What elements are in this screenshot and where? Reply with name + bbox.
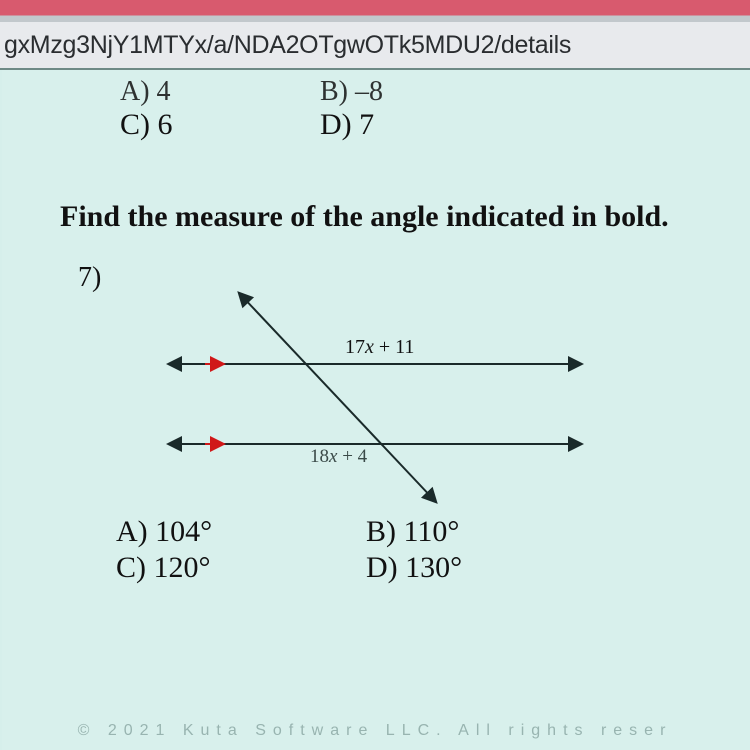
previous-question-choices: A) 4 B) –8 C) 6 D) 7 — [10, 76, 740, 142]
prev-choice-d: D) 7 — [320, 108, 400, 142]
choice-a[interactable]: A) 104° — [116, 515, 236, 549]
choice-b[interactable]: B) 110° — [366, 515, 486, 549]
copyright-footer: © 2021 Kuta Software LLC. All rights res… — [0, 722, 750, 740]
top-angle-expression: 17x + 11 — [345, 336, 414, 359]
angle-diagram: 17x + 11 18x + 4 — [160, 286, 600, 511]
answer-choices: A) 104° B) 110° C) 120° D) 130° — [10, 515, 740, 585]
choice-d[interactable]: D) 130° — [366, 551, 486, 585]
choice-c[interactable]: C) 120° — [116, 551, 236, 585]
transversal-line — [240, 294, 435, 501]
url-text: gxMzg3NjY1MTYx/a/NDA2OTgwOTk5MDU2/detail… — [4, 31, 571, 60]
address-bar[interactable]: gxMzg3NjY1MTYx/a/NDA2OTgwOTk5MDU2/detail… — [0, 22, 750, 70]
bottom-angle-expression: 18x + 4 — [310, 446, 367, 468]
browser-tab-strip — [0, 0, 750, 22]
prev-choice-a: A) 4 — [120, 76, 200, 108]
page-content: A) 4 B) –8 C) 6 D) 7 Find the measure of… — [0, 70, 750, 750]
prev-choice-c: C) 6 — [120, 108, 200, 142]
instruction-text: Find the measure of the angle indicated … — [10, 200, 740, 234]
prev-choice-b: B) –8 — [320, 76, 400, 108]
